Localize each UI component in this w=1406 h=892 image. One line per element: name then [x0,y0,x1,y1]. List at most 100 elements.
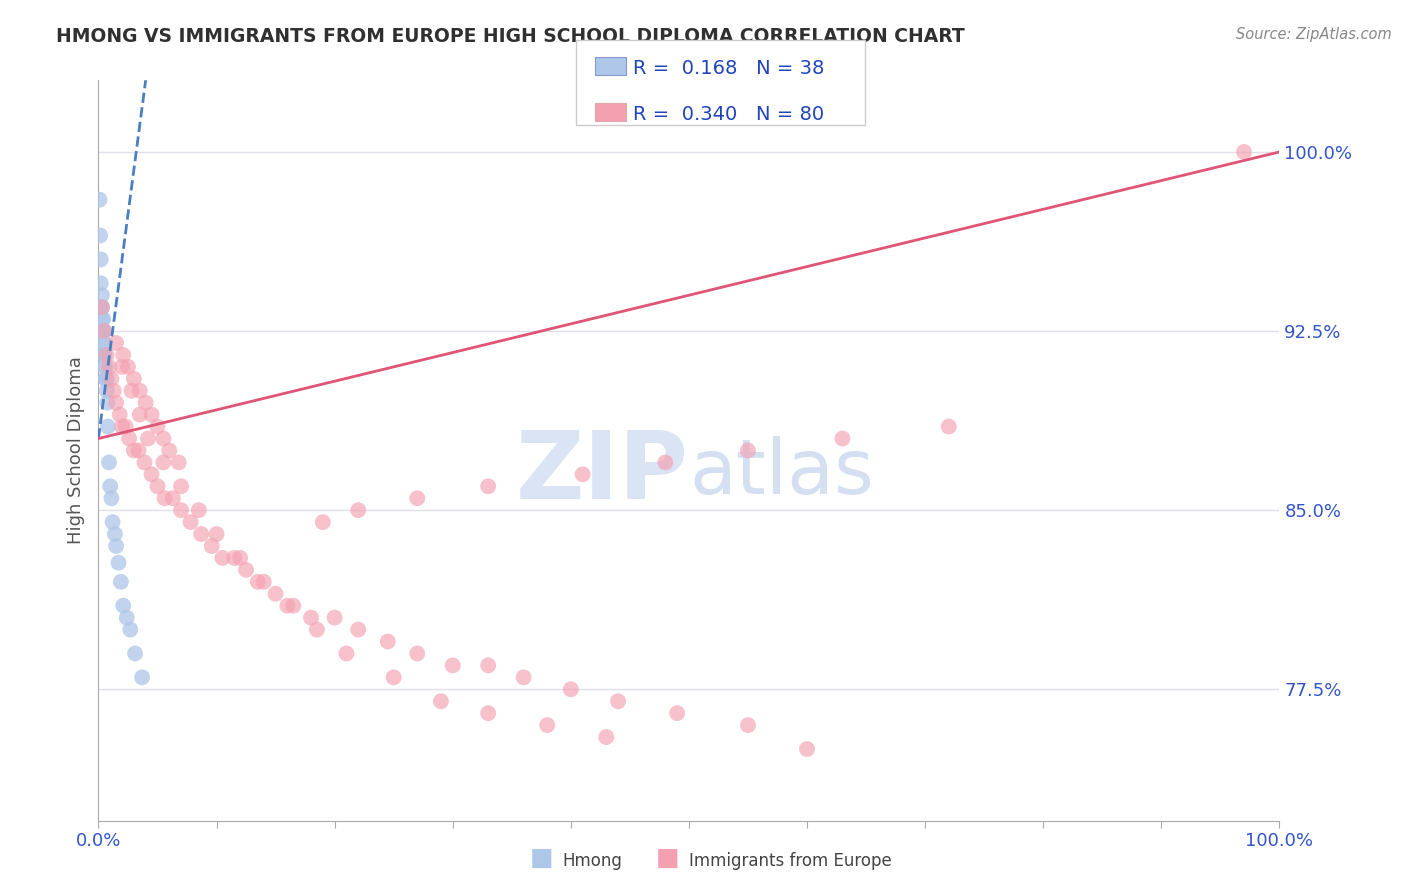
Point [91,312,114,326]
Point [108,408,131,422]
Text: R =  0.168   N = 38: R = 0.168 N = 38 [633,59,824,78]
Point [91,288,114,302]
Point [118,432,141,446]
Point [235,563,257,577]
Point [180,515,202,529]
Text: ■: ■ [657,846,679,870]
Point [831,432,853,446]
Point [110,574,132,589]
Point [89,193,111,207]
Point [406,491,429,506]
Point [299,610,322,624]
Point [229,550,252,565]
Point [120,623,142,637]
Point [89,228,111,243]
Point [347,623,370,637]
Point [100,491,122,506]
Point [98,359,121,374]
Point [170,479,193,493]
Point [152,455,174,469]
Point [323,610,346,624]
Point [94,372,117,386]
Point [170,503,193,517]
Point [536,718,558,732]
Point [115,610,138,624]
Point [157,443,180,458]
Point [100,372,122,386]
Point [105,395,128,409]
Point [128,443,150,458]
Point [114,419,136,434]
Point [131,670,153,684]
Point [97,419,120,434]
Point [141,408,163,422]
Point [112,348,135,362]
Point [111,359,134,374]
Point [93,348,115,362]
Text: Source: ZipAtlas.com: Source: ZipAtlas.com [1236,27,1392,42]
Point [441,658,464,673]
Point [90,252,112,267]
Point [253,574,276,589]
Point [128,408,150,422]
Point [111,419,134,434]
Text: HMONG VS IMMIGRANTS FROM EUROPE HIGH SCHOOL DIPLOMA CORRELATION CHART: HMONG VS IMMIGRANTS FROM EUROPE HIGH SCH… [56,27,965,45]
Point [187,503,209,517]
Point [104,527,127,541]
Text: atlas: atlas [689,435,873,509]
Point [134,455,156,469]
Point [128,384,150,398]
Point [406,647,429,661]
Point [382,670,405,684]
Point [91,324,114,338]
Point [91,300,114,314]
Point [96,395,118,409]
Point [93,348,115,362]
Point [105,336,128,351]
Point [96,384,118,398]
Point [201,539,224,553]
Point [477,479,499,493]
Point [276,599,298,613]
Point [211,550,233,565]
Point [571,467,593,482]
Point [477,658,499,673]
Point [477,706,499,721]
Point [122,443,145,458]
Point [607,694,630,708]
Point [91,336,114,351]
Point [94,359,117,374]
Point [335,647,357,661]
Point [305,623,328,637]
Point [167,455,190,469]
Point [121,384,143,398]
Point [141,467,163,482]
Point [152,432,174,446]
Point [103,384,125,398]
Point [98,479,121,493]
Y-axis label: High School Diploma: High School Diploma [66,357,84,544]
Point [146,419,169,434]
Point [93,324,115,338]
Point [666,706,689,721]
Point [737,443,759,458]
Text: Hmong: Hmong [562,852,623,870]
Text: ■: ■ [530,846,553,870]
Point [96,348,118,362]
Point [135,395,157,409]
Point [91,324,114,338]
Point [264,587,287,601]
Point [560,682,582,697]
Point [377,634,399,648]
Point [430,694,453,708]
Point [117,359,139,374]
Point [938,419,960,434]
Point [153,491,176,506]
Point [94,372,117,386]
Point [312,515,335,529]
Point [90,300,112,314]
Point [98,455,121,469]
Point [112,599,135,613]
Point [654,455,676,469]
Point [90,277,112,291]
